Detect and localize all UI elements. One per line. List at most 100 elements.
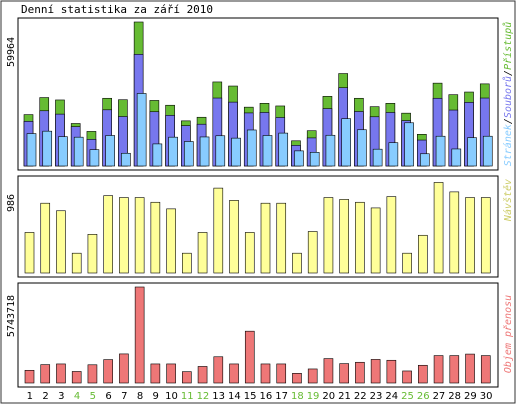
x-tick-label-day-12: 12 — [197, 391, 210, 402]
traffic-bar-day-7 — [119, 353, 129, 384]
traffic-bar-day-16 — [260, 363, 271, 384]
traffic-bar-day-11 — [182, 371, 192, 384]
x-tick-label-day-3: 3 — [58, 391, 64, 402]
visits-bar-day-16 — [260, 202, 271, 274]
traffic-bar-day-2 — [40, 364, 51, 384]
traffic-bar-day-29 — [465, 353, 475, 384]
visits-bar-day-21 — [339, 199, 349, 274]
traffic-bar-day-17 — [276, 363, 287, 384]
traffic-bar-day-13 — [213, 356, 224, 384]
visits-bar-day-12 — [197, 232, 208, 274]
pages-bar-day-29 — [467, 137, 477, 167]
x-tick-label-day-2: 2 — [42, 391, 48, 402]
pages-bar-day-21 — [341, 118, 351, 167]
visits-bar-day-26 — [418, 234, 428, 274]
x-tick-label-day-28: 28 — [448, 391, 461, 402]
x-tick-label-day-17: 17 — [275, 391, 288, 402]
visits-bar-day-28 — [449, 191, 460, 274]
visits-bar-day-9 — [150, 201, 161, 274]
traffic-bar-day-14 — [229, 363, 239, 384]
pages-bar-day-13 — [215, 135, 226, 167]
traffic-bar-day-1 — [24, 369, 35, 384]
traffic-bar-day-5 — [87, 364, 98, 384]
x-tick-label-day-29: 29 — [464, 391, 477, 402]
traffic-bar-day-3 — [56, 363, 66, 384]
visits-bar-day-6 — [103, 195, 113, 274]
x-tick-label-day-5: 5 — [90, 391, 96, 402]
traffic-bar-day-8 — [134, 286, 145, 384]
visits-bar-day-7 — [119, 197, 129, 274]
x-tick-label-day-7: 7 — [121, 391, 127, 402]
x-tick-label-day-25: 25 — [401, 391, 414, 402]
x-tick-label-day-23: 23 — [370, 391, 383, 402]
traffic-bar-day-15 — [244, 330, 255, 384]
legend-hits: Přístupů — [502, 22, 514, 70]
pages-bar-day-18 — [294, 150, 304, 167]
traffic-bar-day-28 — [449, 355, 460, 384]
pages-bar-day-4 — [73, 136, 84, 167]
pages-bar-day-27 — [435, 135, 446, 167]
x-tick-label-day-9: 9 — [153, 391, 159, 402]
x-tick-label-day-24: 24 — [385, 391, 398, 402]
traffic-bar-day-21 — [339, 363, 349, 384]
pages-bar-day-30 — [482, 135, 493, 167]
visits-bar-day-19 — [307, 231, 318, 274]
panel1-legend: Stránek/Souborů/Přístupů — [502, 22, 514, 167]
visits-bar-day-30 — [480, 197, 491, 274]
traffic-bar-day-27 — [433, 355, 444, 384]
x-tick-label-day-14: 14 — [228, 391, 241, 402]
pages-bar-day-28 — [451, 148, 462, 167]
traffic-bar-day-30 — [480, 355, 491, 384]
pages-bar-day-3 — [58, 136, 68, 167]
pages-bar-day-9 — [152, 143, 163, 167]
x-tick-label-day-15: 15 — [244, 391, 257, 402]
pages-bar-day-7 — [121, 152, 131, 167]
visits-bar-day-22 — [355, 201, 365, 274]
x-tick-label-day-19: 19 — [307, 391, 320, 402]
traffic-bar-day-22 — [355, 361, 365, 384]
pages-bar-day-14 — [231, 137, 241, 167]
panel1-max-label: 59964 — [6, 37, 17, 67]
visits-bar-day-27 — [433, 182, 444, 274]
visits-bar-day-3 — [56, 210, 66, 274]
visits-bar-day-13 — [213, 187, 224, 274]
traffic-bar-day-12 — [197, 366, 208, 384]
pages-bar-day-25 — [404, 122, 414, 167]
x-tick-label-day-11: 11 — [181, 391, 194, 402]
visits-bar-day-17 — [276, 202, 287, 274]
visits-bar-day-29 — [465, 197, 475, 274]
legend-sep-1: / — [503, 118, 514, 124]
visits-bar-day-10 — [166, 208, 176, 274]
pages-bar-day-6 — [105, 135, 115, 167]
visits-bar-day-4 — [71, 252, 82, 274]
traffic-bar-day-19 — [307, 368, 318, 384]
x-tick-label-day-20: 20 — [322, 391, 335, 402]
visits-bar-day-25 — [402, 252, 412, 274]
panel3-legend: Objem přenosu — [502, 295, 514, 373]
traffic-bar-day-18 — [292, 373, 302, 384]
panel-frame-3 — [17, 282, 499, 388]
traffic-bar-day-23 — [370, 359, 381, 384]
pages-bar-day-15 — [246, 129, 257, 167]
x-tick-label-day-18: 18 — [291, 391, 304, 402]
visits-bar-day-23 — [370, 207, 381, 274]
pages-bar-day-26 — [420, 153, 430, 167]
visits-bar-day-2 — [40, 202, 51, 274]
panel-frame-2 — [17, 175, 499, 278]
pages-bar-day-16 — [262, 135, 273, 167]
visits-bar-day-11 — [182, 252, 192, 274]
pages-bar-day-22 — [357, 129, 367, 167]
panel2-max-label: 986 — [6, 194, 17, 212]
x-tick-label-day-6: 6 — [105, 391, 111, 402]
traffic-bar-day-9 — [150, 363, 161, 384]
pages-bar-day-20 — [325, 134, 336, 167]
pages-bar-day-5 — [89, 149, 100, 167]
legend-pages: Stránek — [502, 124, 514, 166]
page-title: Denní statistika za září 2010 — [21, 3, 214, 16]
x-tick-label-day-30: 30 — [480, 391, 493, 402]
pages-bar-day-8 — [136, 93, 147, 167]
x-tick-label-day-21: 21 — [338, 391, 351, 402]
